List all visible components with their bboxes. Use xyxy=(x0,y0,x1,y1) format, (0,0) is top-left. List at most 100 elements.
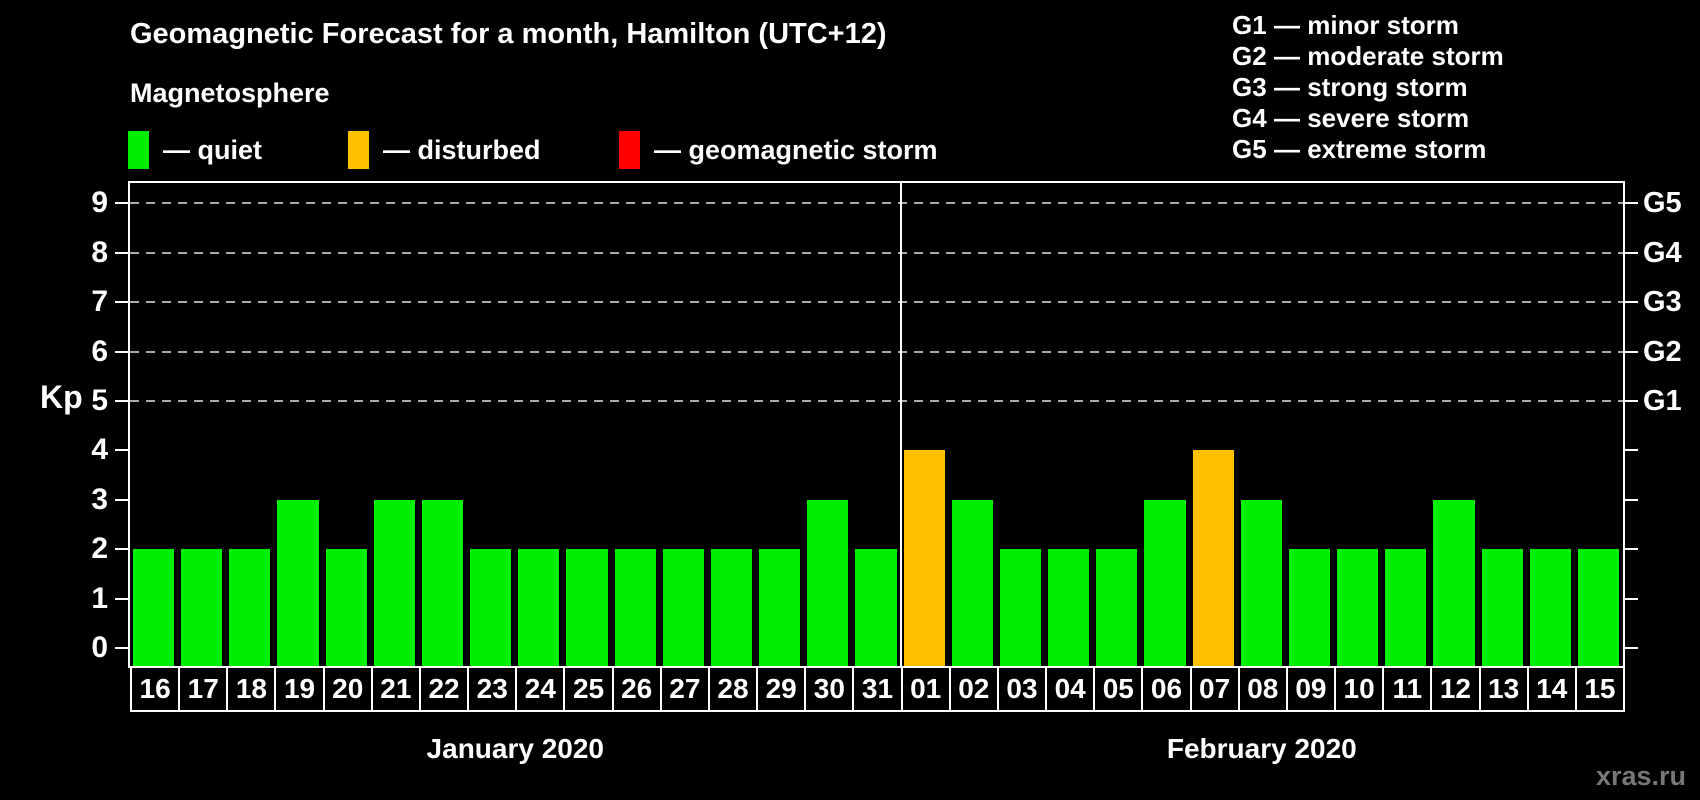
gridline-kp7 xyxy=(130,301,1623,304)
bar-day-21 xyxy=(373,499,415,666)
bar-day-05 xyxy=(1096,549,1138,666)
gridline-kp8 xyxy=(130,251,1623,254)
day-cell: 07 xyxy=(1189,666,1240,712)
gridline-kp6 xyxy=(130,350,1623,353)
g5-label: — extreme storm xyxy=(1274,134,1487,164)
right-axis-tick xyxy=(1625,350,1638,353)
day-cell: 09 xyxy=(1285,666,1337,712)
bar-day-22 xyxy=(421,499,464,666)
g2-label: — moderate storm xyxy=(1274,41,1504,71)
day-cell: 01 xyxy=(900,666,951,712)
day-cell: 19 xyxy=(274,666,325,712)
y-tick-label: 6 xyxy=(91,334,108,368)
g-scale-label: G2 xyxy=(1643,335,1682,368)
y-tick-label: 5 xyxy=(91,384,108,417)
y-tick-label: 4 xyxy=(91,433,108,467)
bar-day-27 xyxy=(662,549,704,666)
bar-day-19 xyxy=(277,499,319,666)
y-tick-label: 3 xyxy=(91,482,108,516)
day-cell: 04 xyxy=(1045,666,1096,712)
storm-color-swatch xyxy=(619,131,640,169)
y-axis-tick xyxy=(115,202,128,205)
y-axis-tick xyxy=(115,498,128,501)
day-cell: 06 xyxy=(1141,666,1192,712)
gridline-kp9 xyxy=(130,202,1623,205)
day-cell: 23 xyxy=(467,666,518,712)
bar-day-30 xyxy=(807,499,849,666)
g1-code: G1 xyxy=(1232,10,1267,40)
legend-item-storm: — geomagnetic storm xyxy=(619,130,938,170)
g2-code: G2 xyxy=(1232,41,1267,71)
day-cell: 30 xyxy=(804,666,855,712)
day-cell: 08 xyxy=(1237,666,1288,712)
right-axis-tick xyxy=(1625,301,1638,304)
g5-code: G5 xyxy=(1232,134,1267,164)
bar-day-31 xyxy=(855,549,897,666)
right-axis-tick xyxy=(1625,597,1638,600)
bar-day-18 xyxy=(229,549,271,666)
bar-day-08 xyxy=(1240,499,1282,666)
right-axis-tick xyxy=(1625,251,1638,254)
y-tick-label: 0 xyxy=(91,631,108,664)
day-cell: 31 xyxy=(852,666,903,712)
day-cell: 29 xyxy=(756,666,807,712)
day-cell: 26 xyxy=(611,666,662,712)
bar-day-15 xyxy=(1577,549,1619,666)
y-axis-tick xyxy=(115,301,128,304)
bar-day-03 xyxy=(999,549,1042,666)
day-cell: 11 xyxy=(1382,666,1433,712)
bar-day-26 xyxy=(614,549,656,666)
day-cell: 02 xyxy=(948,666,999,712)
bar-day-12 xyxy=(1433,499,1475,666)
day-cell: 10 xyxy=(1334,666,1385,712)
magnetosphere-legend-title: Magnetosphere xyxy=(130,78,330,108)
storm-label: — geomagnetic storm xyxy=(654,134,938,165)
y-axis-tick xyxy=(115,251,128,254)
quiet-label: — quiet xyxy=(163,134,262,165)
y-tick-label: 8 xyxy=(91,235,108,269)
g4-code: G4 xyxy=(1232,103,1267,133)
bar-day-10 xyxy=(1337,549,1379,666)
bar-day-02 xyxy=(951,499,993,666)
day-cell: 18 xyxy=(226,666,277,712)
g-scale-legend: G1— minor storm G2— moderate storm G3— s… xyxy=(1232,10,1504,165)
y-axis-tick xyxy=(115,449,128,452)
gridline-kp5 xyxy=(130,400,1623,402)
right-axis-tick xyxy=(1625,647,1638,649)
day-cell: 17 xyxy=(178,666,229,712)
y-axis-tick xyxy=(115,400,128,402)
g3-code: G3 xyxy=(1232,72,1267,102)
g-scale-label: G5 xyxy=(1643,187,1682,220)
disturbed-label: — disturbed xyxy=(383,134,541,165)
bar-day-20 xyxy=(325,549,367,666)
g-legend-row: G5— extreme storm xyxy=(1232,134,1504,165)
right-axis-tick xyxy=(1625,498,1638,501)
right-axis-tick xyxy=(1625,449,1638,452)
bar-day-07 xyxy=(1192,450,1234,666)
day-cell: 12 xyxy=(1430,666,1481,712)
g-legend-row: G2— moderate storm xyxy=(1232,41,1504,72)
bar-day-25 xyxy=(566,549,608,666)
legend-item-quiet: — quiet xyxy=(128,130,262,170)
month-label: February 2020 xyxy=(1166,733,1357,764)
y-tick-label: 1 xyxy=(91,581,108,615)
bar-day-28 xyxy=(710,549,753,666)
day-cell: 03 xyxy=(996,666,1048,712)
g-scale-label: G1 xyxy=(1643,385,1682,417)
watermark: xras.ru xyxy=(1595,761,1686,791)
g-legend-row: G3— strong storm xyxy=(1232,72,1504,103)
day-cell: 15 xyxy=(1574,666,1625,712)
g1-label: — minor storm xyxy=(1274,10,1459,40)
bar-day-24 xyxy=(518,549,560,666)
month-label: January 2020 xyxy=(426,733,605,764)
y-tick-label: 9 xyxy=(91,186,108,220)
day-cell: 13 xyxy=(1478,666,1529,712)
bar-day-14 xyxy=(1529,549,1571,666)
g-scale-label: G3 xyxy=(1643,286,1682,319)
page-title: Geomagnetic Forecast for a month, Hamilt… xyxy=(130,18,887,50)
bar-day-01 xyxy=(903,450,945,666)
month-separator-line xyxy=(899,183,902,666)
g-scale-label: G4 xyxy=(1643,236,1682,269)
y-axis-tick xyxy=(115,350,128,353)
g-legend-row: G4— severe storm xyxy=(1232,103,1504,134)
